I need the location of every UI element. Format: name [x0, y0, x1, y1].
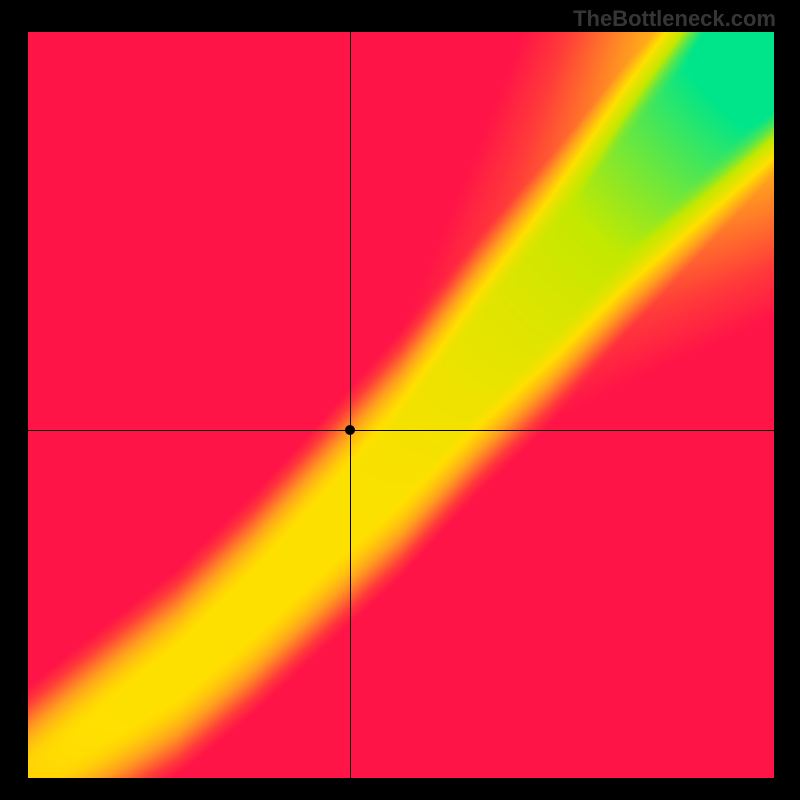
crosshair-horizontal	[28, 430, 774, 431]
heatmap-canvas	[28, 32, 774, 778]
watermark-text: TheBottleneck.com	[573, 6, 776, 32]
plot-area	[28, 32, 774, 778]
data-point-marker	[345, 425, 355, 435]
crosshair-vertical	[350, 32, 351, 778]
chart-container: TheBottleneck.com	[0, 0, 800, 800]
